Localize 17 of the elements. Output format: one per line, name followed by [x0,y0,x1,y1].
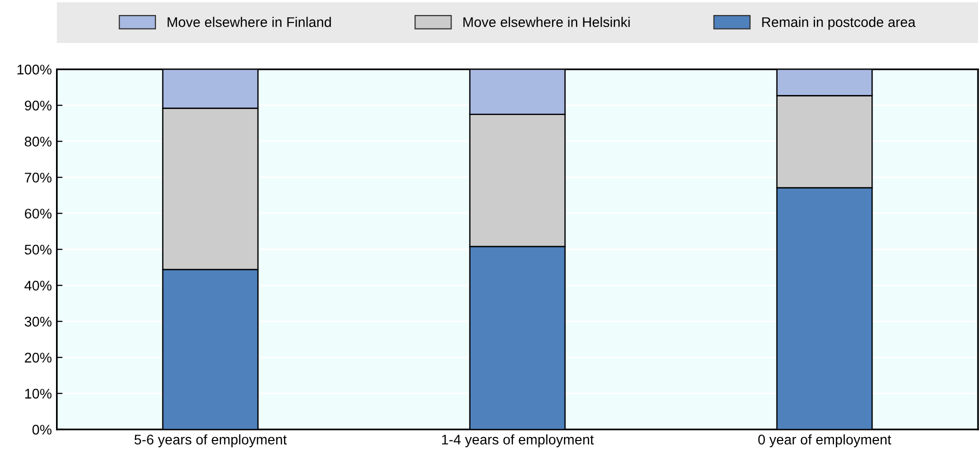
x-tick-label: 5-6 years of employment [134,434,287,448]
y-tick-label: 60% [24,208,52,219]
y-tick-label: 0% [32,424,52,435]
legend-label: Move elsewhere in Finland [168,16,331,28]
legend-label: Move elsewhere in Helsinki [463,16,630,28]
y-tick-label: 10% [25,388,52,399]
y-tick-label: 100% [18,64,52,74]
x-tick-label: 0 year of employment [758,434,892,448]
y-tick-label: 30% [24,316,52,327]
y-tick-label: 90% [24,100,52,110]
y-tick-label: 80% [24,136,52,147]
y-tick-label: 40% [24,280,52,291]
y-tick-label: 50% [24,244,52,255]
x-tick-label: 1-4 years of employment [442,434,594,448]
y-tick-label: 70% [24,172,52,183]
y-tick-label: 20% [24,352,52,363]
legend-label: Remain in postcode area [762,16,916,30]
